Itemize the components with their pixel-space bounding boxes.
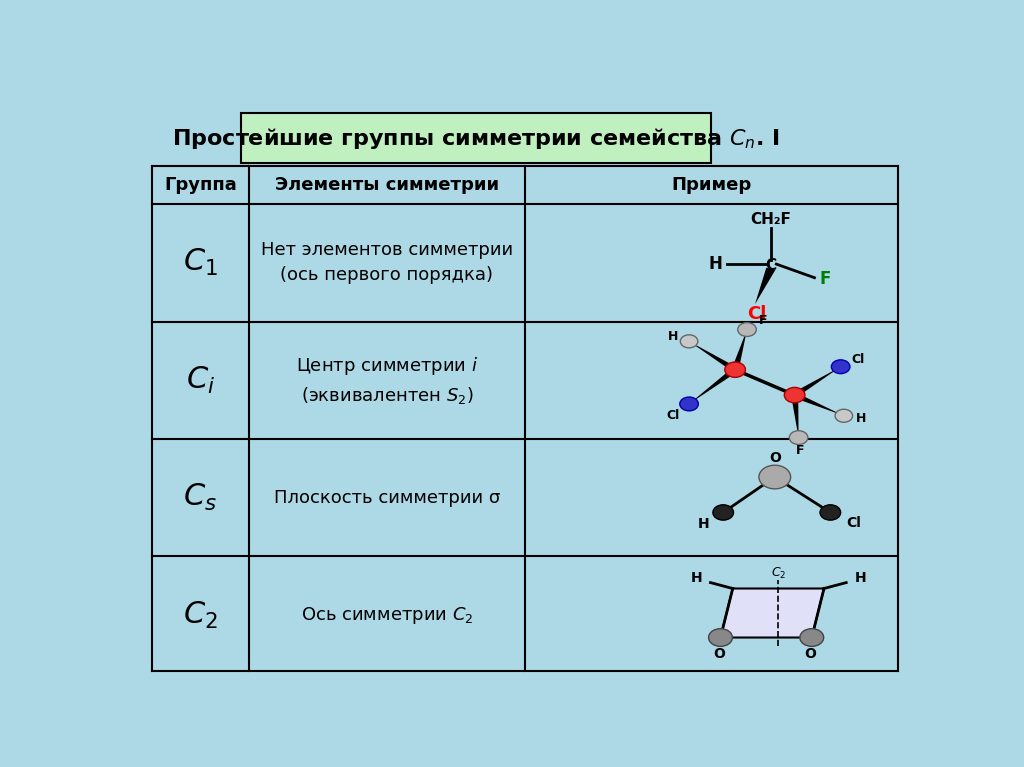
Polygon shape xyxy=(689,368,737,404)
Text: F: F xyxy=(819,270,830,288)
Text: $\mathit{C}_2$: $\mathit{C}_2$ xyxy=(183,600,218,630)
Text: Плоскость симметрии σ: Плоскость симметрии σ xyxy=(273,489,500,507)
Polygon shape xyxy=(689,341,737,372)
Text: Cl: Cl xyxy=(746,305,766,324)
Text: F: F xyxy=(759,314,767,328)
Text: H: H xyxy=(697,517,710,532)
Text: C: C xyxy=(765,258,776,273)
Text: Cl: Cl xyxy=(852,353,864,366)
Text: O: O xyxy=(804,647,816,661)
Text: Ось симметрии $C_2$: Ось симметрии $C_2$ xyxy=(300,604,473,626)
Text: Cl: Cl xyxy=(847,516,861,530)
Text: $\mathit{C}_i$: $\mathit{C}_i$ xyxy=(185,365,215,396)
Bar xyxy=(242,113,712,163)
Text: Простейшие группы симметрии семейства $\mathit{C_n}$. I: Простейшие группы симметрии семейства $\… xyxy=(172,126,780,150)
Text: Группа: Группа xyxy=(164,176,237,194)
Text: $\mathit{C}_1$: $\mathit{C}_1$ xyxy=(183,248,218,278)
Polygon shape xyxy=(731,330,748,370)
Text: H: H xyxy=(856,412,866,425)
Polygon shape xyxy=(792,395,799,438)
Text: $C_2$: $C_2$ xyxy=(771,566,786,581)
Circle shape xyxy=(800,629,823,647)
Text: Пример: Пример xyxy=(671,176,752,194)
Circle shape xyxy=(790,431,808,445)
Text: CH₂F: CH₂F xyxy=(751,212,792,227)
Circle shape xyxy=(831,360,850,374)
Polygon shape xyxy=(793,367,841,397)
Circle shape xyxy=(713,505,733,520)
Text: Элементы симметрии: Элементы симметрии xyxy=(274,176,499,194)
Text: Нет элементов симметрии
(ось первого порядка): Нет элементов симметрии (ось первого пор… xyxy=(261,242,513,285)
Text: O: O xyxy=(713,647,725,661)
Text: H: H xyxy=(690,571,702,585)
Circle shape xyxy=(680,335,697,348)
Text: F: F xyxy=(796,444,805,457)
Text: H: H xyxy=(709,255,722,273)
Circle shape xyxy=(835,410,853,423)
Circle shape xyxy=(737,323,757,337)
Text: $\mathit{C}_s$: $\mathit{C}_s$ xyxy=(183,482,217,513)
Circle shape xyxy=(820,505,841,520)
Circle shape xyxy=(759,466,791,489)
Bar xyxy=(152,166,898,671)
Circle shape xyxy=(725,362,745,377)
Circle shape xyxy=(680,397,698,411)
Polygon shape xyxy=(755,268,775,304)
Text: Cl: Cl xyxy=(667,410,680,423)
Circle shape xyxy=(709,629,732,647)
Circle shape xyxy=(784,387,805,403)
Text: Центр симметрии $i$
(эквивалентен $S_2$): Центр симметрии $i$ (эквивалентен $S_2$) xyxy=(296,355,478,406)
Text: H: H xyxy=(855,571,866,585)
Polygon shape xyxy=(793,393,844,416)
Text: H: H xyxy=(668,330,678,343)
Polygon shape xyxy=(721,588,824,637)
Text: O: O xyxy=(769,451,780,465)
